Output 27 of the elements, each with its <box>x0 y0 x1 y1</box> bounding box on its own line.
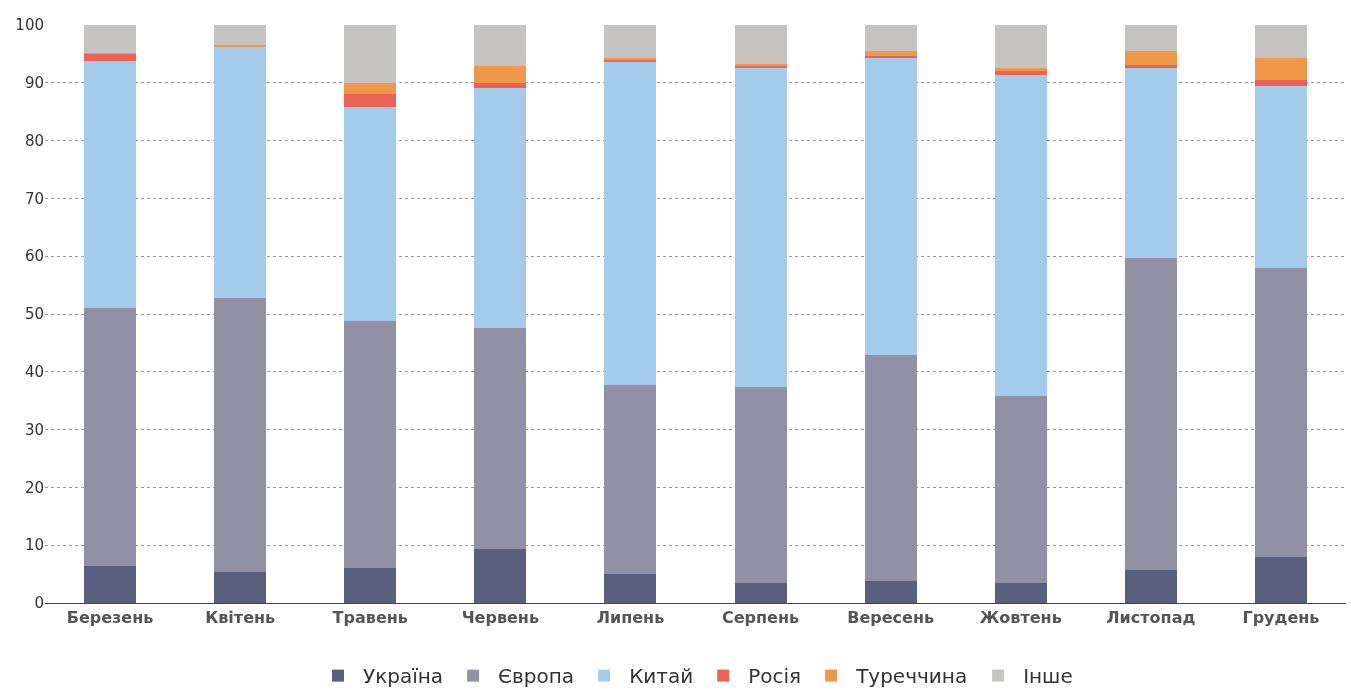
x-tick-label: Травень <box>332 608 408 628</box>
x-tick-label: Квітень <box>205 608 276 628</box>
legend-label: Україна <box>363 664 444 689</box>
y-tick-label: 40 <box>24 363 44 382</box>
y-tick-label: 20 <box>24 478 44 497</box>
y-tick-label: 60 <box>24 247 44 266</box>
y-tick-label: 50 <box>24 305 44 324</box>
y-tick-label: 90 <box>24 74 44 93</box>
legend-label: Європа <box>498 664 575 689</box>
x-tick-label: Серпень <box>721 608 800 628</box>
y-tick-label: 70 <box>24 189 44 208</box>
legend-label: Росія <box>748 664 802 689</box>
y-tick-label: 100 <box>15 16 44 35</box>
legend-label: Туреччина <box>855 664 968 689</box>
x-tick-label: Листопад <box>1106 608 1196 628</box>
legend-label: Китай <box>629 664 694 689</box>
y-tick-label: 80 <box>24 131 44 150</box>
x-tick-label: Жовтень <box>979 608 1062 628</box>
x-tick-label: Вересень <box>847 608 935 628</box>
x-tick-label: Грудень <box>1242 608 1320 628</box>
x-tick-label: Березень <box>66 608 154 628</box>
legend-label: Інше <box>1023 664 1073 689</box>
y-tick-label: 10 <box>24 536 44 555</box>
y-tick-label: 30 <box>24 420 44 439</box>
x-tick-label: Червень <box>461 608 540 628</box>
x-tick-label: Липень <box>596 608 665 628</box>
y-tick-label: 0 <box>34 594 44 613</box>
